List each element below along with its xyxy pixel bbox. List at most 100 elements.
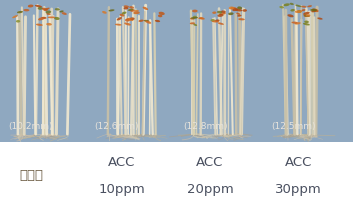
Ellipse shape [199,17,205,20]
Ellipse shape [210,19,215,22]
Ellipse shape [198,17,203,19]
Ellipse shape [303,23,310,25]
Ellipse shape [221,10,226,13]
Ellipse shape [303,12,310,15]
Ellipse shape [59,10,64,12]
Ellipse shape [291,9,295,11]
Ellipse shape [23,9,29,11]
Text: 20ppm: 20ppm [187,183,233,196]
Ellipse shape [158,12,165,15]
Ellipse shape [212,21,219,22]
Ellipse shape [301,9,305,11]
Ellipse shape [228,12,234,15]
Ellipse shape [218,22,224,25]
Ellipse shape [191,17,198,19]
Ellipse shape [310,9,317,11]
Ellipse shape [128,9,133,11]
Ellipse shape [193,24,197,26]
Text: 水道水: 水道水 [20,169,44,182]
Ellipse shape [283,3,290,6]
Ellipse shape [117,17,122,21]
Ellipse shape [36,24,43,26]
Ellipse shape [122,12,126,14]
Ellipse shape [124,7,128,10]
Ellipse shape [54,17,60,20]
Ellipse shape [190,22,195,24]
Ellipse shape [115,24,122,26]
Ellipse shape [287,14,294,17]
Ellipse shape [217,14,223,17]
Text: (12.5mm): (12.5mm) [271,122,316,131]
Ellipse shape [304,21,309,23]
Ellipse shape [232,8,238,11]
Ellipse shape [193,16,197,18]
Ellipse shape [130,9,135,12]
Ellipse shape [312,9,319,12]
Ellipse shape [295,5,302,7]
Ellipse shape [145,21,151,24]
Ellipse shape [304,15,310,17]
Ellipse shape [219,13,226,15]
Ellipse shape [48,16,55,18]
Ellipse shape [301,6,306,8]
Ellipse shape [38,7,42,10]
Ellipse shape [303,14,309,17]
Ellipse shape [215,19,220,22]
Ellipse shape [41,17,47,19]
Ellipse shape [230,7,237,9]
Ellipse shape [124,5,129,8]
Text: ACC: ACC [285,156,312,169]
Ellipse shape [311,10,316,12]
Ellipse shape [120,14,125,17]
Text: 10ppm: 10ppm [98,183,145,196]
Ellipse shape [42,8,48,11]
FancyBboxPatch shape [0,0,353,142]
Ellipse shape [102,11,107,14]
Ellipse shape [124,22,131,26]
Ellipse shape [237,6,242,9]
Ellipse shape [12,15,18,18]
Ellipse shape [243,9,247,12]
Ellipse shape [295,10,302,13]
Text: (10.2mm): (10.2mm) [8,122,52,131]
Ellipse shape [133,11,140,14]
Ellipse shape [190,18,195,20]
Ellipse shape [28,5,34,7]
Ellipse shape [35,5,42,7]
Ellipse shape [17,11,23,13]
Ellipse shape [292,22,298,24]
Ellipse shape [158,15,162,17]
Ellipse shape [46,23,52,26]
Ellipse shape [46,13,51,15]
Ellipse shape [108,9,114,11]
Ellipse shape [130,17,134,20]
Ellipse shape [229,6,234,10]
Ellipse shape [290,3,294,5]
Ellipse shape [46,11,51,14]
Ellipse shape [55,8,60,11]
Ellipse shape [192,10,198,12]
Ellipse shape [217,11,222,14]
Text: ACC: ACC [108,156,136,169]
Ellipse shape [317,17,323,20]
Text: ACC: ACC [196,156,224,169]
Ellipse shape [16,20,20,23]
Ellipse shape [237,15,241,17]
Text: (12.6mm): (12.6mm) [95,122,139,131]
Ellipse shape [128,9,133,11]
Ellipse shape [212,11,216,14]
Ellipse shape [138,20,144,22]
Ellipse shape [295,22,301,25]
Ellipse shape [129,6,134,9]
Ellipse shape [143,7,148,10]
Ellipse shape [62,12,67,15]
Ellipse shape [238,18,245,20]
Ellipse shape [297,10,301,13]
Ellipse shape [144,20,149,22]
Ellipse shape [304,15,310,17]
Text: (12.8mm): (12.8mm) [183,122,227,131]
Ellipse shape [38,17,45,20]
Ellipse shape [306,14,310,17]
Text: 30ppm: 30ppm [275,183,322,196]
Ellipse shape [155,20,160,22]
